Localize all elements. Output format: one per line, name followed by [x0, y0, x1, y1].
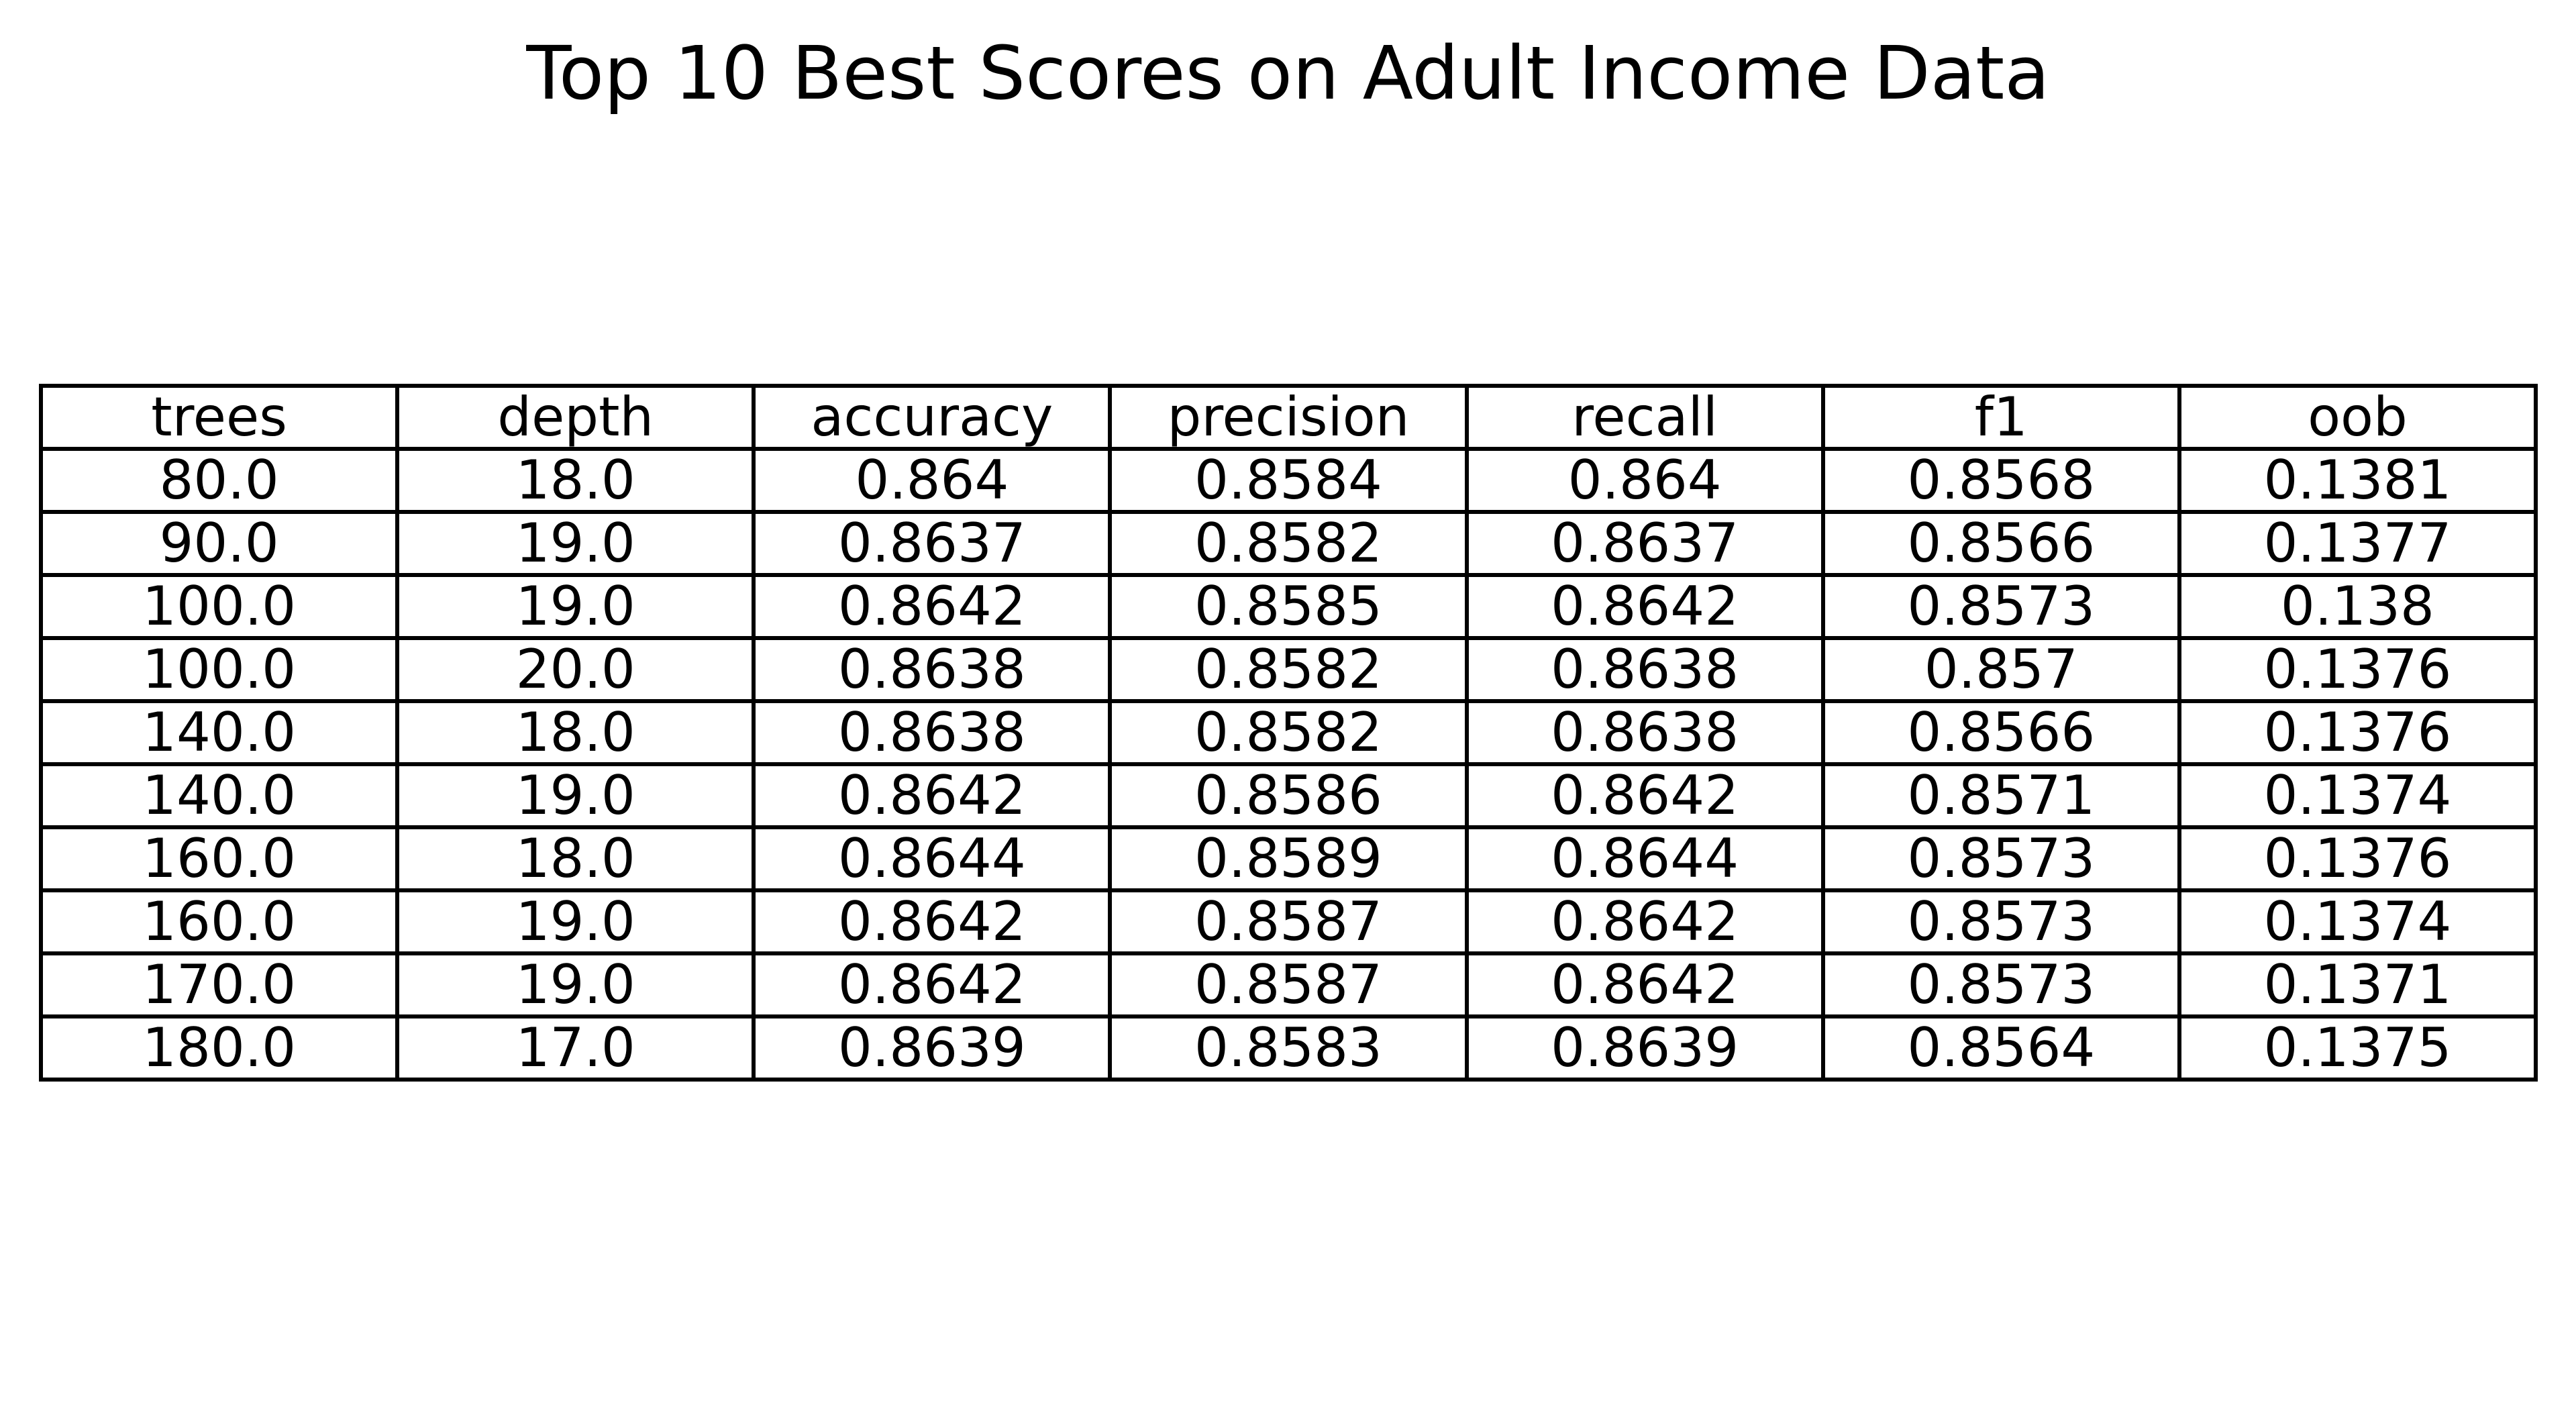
- table-cell-recall: 0.8642: [1464, 762, 1825, 829]
- table-cell-precision: 0.8587: [1108, 951, 1469, 1018]
- table-cell-recall: 0.8642: [1464, 888, 1825, 955]
- table-cell-trees: 180.0: [38, 1014, 400, 1082]
- column-header-recall: recall: [1464, 384, 1825, 451]
- table-cell-oob: 0.1377: [2177, 510, 2538, 577]
- table-cell-precision: 0.8583: [1108, 1014, 1469, 1082]
- table-row: 100.0 20.0 0.8638 0.8582 0.8638 0.857 0.1376: [38, 636, 2538, 703]
- table-cell-trees: 160.0: [38, 825, 400, 892]
- column-header-oob: oob: [2177, 384, 2538, 451]
- table-cell-depth: 18.0: [395, 825, 756, 892]
- table-cell-oob: 0.1375: [2177, 1014, 2538, 1082]
- table-cell-precision: 0.8582: [1108, 699, 1469, 766]
- table-cell-depth: 18.0: [395, 699, 756, 766]
- chart-title: Top 10 Best Scores on Adult Income Data: [526, 30, 2050, 116]
- column-header-trees: trees: [38, 384, 400, 451]
- table-cell-accuracy: 0.8642: [752, 888, 1113, 955]
- table-cell-accuracy: 0.8644: [752, 825, 1113, 892]
- table-cell-oob: 0.1374: [2177, 762, 2538, 829]
- table-cell-recall: 0.8644: [1464, 825, 1825, 892]
- table-cell-f1: 0.8573: [1820, 951, 2181, 1018]
- table-body: 80.0 18.0 0.864 0.8584 0.864 0.8568 0.1381 90.0…: [38, 447, 2538, 1082]
- table-cell-trees: 140.0: [38, 699, 400, 766]
- table-cell-trees: 160.0: [38, 888, 400, 955]
- table-row: 90.0 19.0 0.8637 0.8582 0.8637 0.8566 0.1377: [38, 510, 2538, 577]
- table-cell-precision: 0.8582: [1108, 510, 1469, 577]
- table-cell-f1: 0.8571: [1820, 762, 2181, 829]
- table-cell-accuracy: 0.8638: [752, 636, 1113, 703]
- table-cell-trees: 100.0: [38, 573, 400, 640]
- table-row: 160.0 18.0 0.8644 0.8589 0.8644 0.8573 0.1376: [38, 825, 2538, 892]
- table-row: 180.0 17.0 0.8639 0.8583 0.8639 0.8564 0.1375: [38, 1014, 2538, 1082]
- table-cell-trees: 90.0: [38, 510, 400, 577]
- table-header-row: trees depth accuracy precision recall f1 oob: [38, 384, 2538, 451]
- table-cell-depth: 19.0: [395, 510, 756, 577]
- table-cell-accuracy: 0.864: [752, 447, 1113, 514]
- table-cell-precision: 0.8589: [1108, 825, 1469, 892]
- table-cell-trees: 140.0: [38, 762, 400, 829]
- table-row: 170.0 19.0 0.8642 0.8587 0.8642 0.8573 0.1371: [38, 951, 2538, 1018]
- table-cell-depth: 19.0: [395, 951, 756, 1018]
- table-cell-accuracy: 0.8638: [752, 699, 1113, 766]
- table-cell-f1: 0.8573: [1820, 573, 2181, 640]
- table-cell-trees: 80.0: [38, 447, 400, 514]
- table-cell-accuracy: 0.8639: [752, 1014, 1113, 1082]
- table-cell-depth: 19.0: [395, 573, 756, 640]
- table-cell-depth: 19.0: [395, 888, 756, 955]
- table-cell-f1: 0.857: [1820, 636, 2181, 703]
- table-cell-recall: 0.864: [1464, 447, 1825, 514]
- column-header-accuracy: accuracy: [752, 384, 1113, 451]
- table-cell-precision: 0.8582: [1108, 636, 1469, 703]
- table-row: 140.0 18.0 0.8638 0.8582 0.8638 0.8566 0.1376: [38, 699, 2538, 766]
- table-cell-recall: 0.8639: [1464, 1014, 1825, 1082]
- table-cell-accuracy: 0.8637: [752, 510, 1113, 577]
- table-cell-trees: 100.0: [38, 636, 400, 703]
- table-cell-depth: 17.0: [395, 1014, 756, 1082]
- table-cell-precision: 0.8586: [1108, 762, 1469, 829]
- table-cell-recall: 0.8638: [1464, 699, 1825, 766]
- table-cell-accuracy: 0.8642: [752, 762, 1113, 829]
- table-cell-f1: 0.8568: [1820, 447, 2181, 514]
- column-header-depth: depth: [395, 384, 756, 451]
- table-cell-oob: 0.1381: [2177, 447, 2538, 514]
- table-cell-oob: 0.1376: [2177, 825, 2538, 892]
- table-row: 80.0 18.0 0.864 0.8584 0.864 0.8568 0.1381: [38, 447, 2538, 514]
- table-row: 140.0 19.0 0.8642 0.8586 0.8642 0.8571 0.1374: [38, 762, 2538, 829]
- table-cell-accuracy: 0.8642: [752, 573, 1113, 640]
- table-cell-f1: 0.8573: [1820, 888, 2181, 955]
- table-cell-recall: 0.8637: [1464, 510, 1825, 577]
- table-row: 160.0 19.0 0.8642 0.8587 0.8642 0.8573 0.1374: [38, 888, 2538, 955]
- table-cell-oob: 0.138: [2177, 573, 2538, 640]
- table-cell-f1: 0.8564: [1820, 1014, 2181, 1082]
- table-row: 100.0 19.0 0.8642 0.8585 0.8642 0.8573 0.138: [38, 573, 2538, 640]
- table-cell-f1: 0.8566: [1820, 510, 2181, 577]
- table-cell-recall: 0.8642: [1464, 573, 1825, 640]
- table-cell-recall: 0.8638: [1464, 636, 1825, 703]
- table-cell-precision: 0.8587: [1108, 888, 1469, 955]
- table-cell-trees: 170.0: [38, 951, 400, 1018]
- table-cell-depth: 19.0: [395, 762, 756, 829]
- table-cell-accuracy: 0.8642: [752, 951, 1113, 1018]
- score-table: trees depth accuracy precision recall f1 oob 8…: [38, 384, 2538, 1082]
- table-cell-f1: 0.8573: [1820, 825, 2181, 892]
- table-cell-oob: 0.1376: [2177, 699, 2538, 766]
- column-header-precision: precision: [1108, 384, 1469, 451]
- table-cell-f1: 0.8566: [1820, 699, 2181, 766]
- column-header-f1: f1: [1820, 384, 2181, 451]
- table-cell-oob: 0.1376: [2177, 636, 2538, 703]
- table-cell-recall: 0.8642: [1464, 951, 1825, 1018]
- table-cell-precision: 0.8585: [1108, 573, 1469, 640]
- table-cell-depth: 20.0: [395, 636, 756, 703]
- table-cell-precision: 0.8584: [1108, 447, 1469, 514]
- table-cell-oob: 0.1371: [2177, 951, 2538, 1018]
- table-cell-oob: 0.1374: [2177, 888, 2538, 955]
- table-cell-depth: 18.0: [395, 447, 756, 514]
